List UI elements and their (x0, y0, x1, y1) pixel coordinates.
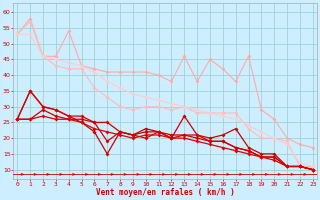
X-axis label: Vent moyen/en rafales ( km/h ): Vent moyen/en rafales ( km/h ) (96, 188, 235, 197)
